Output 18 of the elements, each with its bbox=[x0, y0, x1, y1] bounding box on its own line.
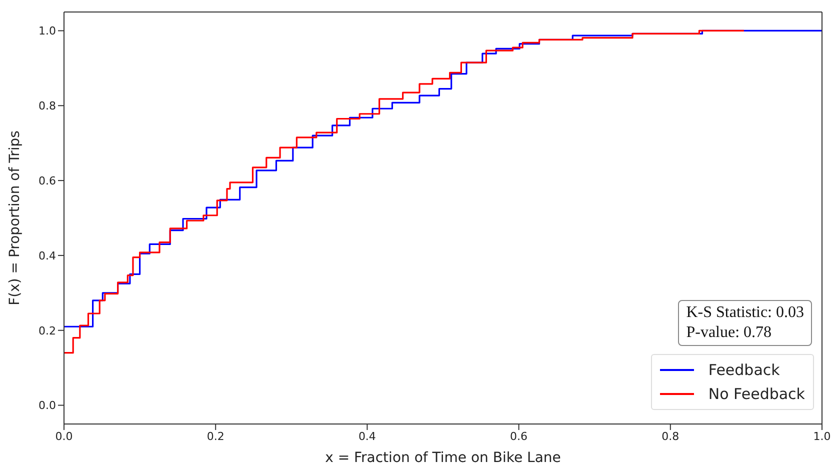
y-axis-title: F(x) = Proportion of Trips bbox=[6, 130, 23, 306]
y-tick-label: 1.0 bbox=[38, 24, 56, 38]
y-tick-label: 0.2 bbox=[38, 324, 56, 338]
y-tick-label: 0.4 bbox=[38, 249, 56, 262]
annotation: K-S Statistic: 0.03 bbox=[686, 303, 804, 323]
x-tick-label: 0.6 bbox=[510, 430, 528, 443]
legend-label: No Feedback bbox=[707, 384, 805, 405]
x-tick-label: 0.0 bbox=[55, 430, 73, 443]
x-axis-title: x = Fraction of Time on Bike Lane bbox=[325, 450, 561, 466]
legend-label: Feedback bbox=[707, 360, 781, 381]
x-tick-label: 0.8 bbox=[662, 430, 680, 443]
y-tick-label: 0.6 bbox=[38, 174, 56, 188]
y-tick-label: 0.8 bbox=[38, 100, 56, 113]
annotation: P-value: 0.78 bbox=[686, 323, 773, 343]
y-tick-label: 0.0 bbox=[38, 399, 56, 412]
x-tick-label: 0.4 bbox=[358, 430, 376, 443]
x-tick-label: 1.0 bbox=[813, 430, 831, 443]
x-tick-label: 0.2 bbox=[206, 430, 224, 443]
